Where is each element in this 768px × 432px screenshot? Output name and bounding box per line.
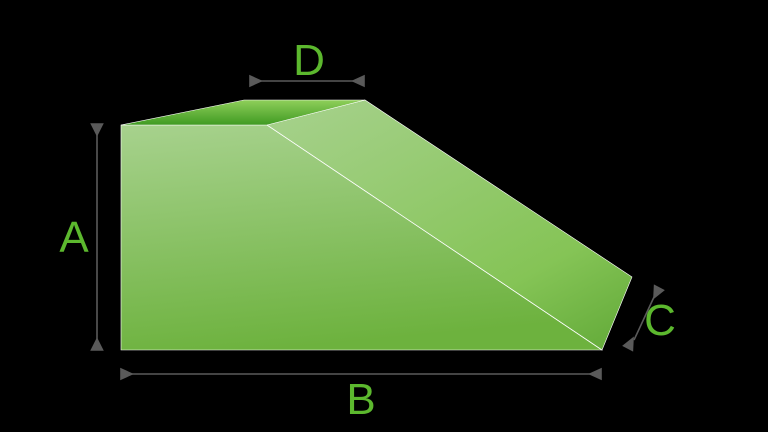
svg-text:B: B bbox=[346, 375, 375, 424]
svg-text:D: D bbox=[293, 36, 325, 85]
svg-text:C: C bbox=[644, 296, 676, 345]
svg-text:A: A bbox=[59, 213, 89, 262]
